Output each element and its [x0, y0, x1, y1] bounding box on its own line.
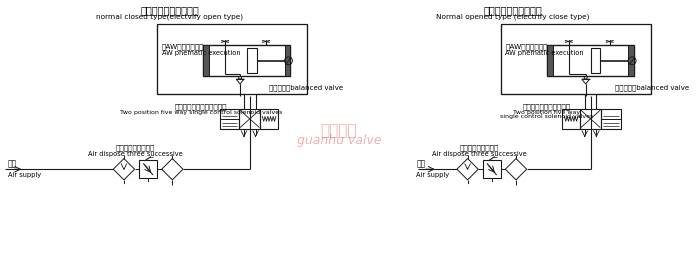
- Text: （AW气动执行器）: （AW气动执行器）: [162, 43, 204, 49]
- Text: 常开式（通电切断型）: 常开式（通电切断型）: [484, 6, 542, 16]
- Text: Air dispose three successive: Air dispose three successive: [88, 151, 183, 157]
- Text: （AW气动执行器）: （AW气动执行器）: [505, 43, 548, 49]
- Bar: [563, 109, 580, 128]
- Bar: [547, 45, 553, 76]
- Bar: [260, 109, 278, 128]
- Bar: [580, 109, 601, 128]
- Text: 气源: 气源: [8, 159, 17, 168]
- Bar: [285, 45, 290, 76]
- Text: AW pnematic execution: AW pnematic execution: [505, 50, 584, 56]
- Text: （气源处理三联件）: （气源处理三联件）: [116, 145, 155, 151]
- Text: 常闭式（通电开启型）: 常闭式（通电开启型）: [140, 6, 199, 16]
- Text: AW pnematic execution: AW pnematic execution: [162, 50, 240, 56]
- Bar: [220, 109, 239, 128]
- Text: 川沪阀门: 川沪阀门: [321, 123, 357, 138]
- Bar: [500, 24, 650, 94]
- Text: （平衡阀）balanced valve: （平衡阀）balanced valve: [615, 85, 689, 91]
- Text: guanhu valve: guanhu valve: [297, 134, 381, 147]
- Text: （二位五通单控电磁阀）: （二位五通单控电磁阀）: [523, 103, 571, 110]
- Bar: [547, 45, 634, 76]
- Text: 气源: 气源: [416, 159, 426, 168]
- Bar: [139, 160, 157, 178]
- Text: Air dispose three successive: Air dispose three successive: [432, 151, 526, 157]
- Bar: [203, 45, 290, 76]
- Bar: [629, 45, 634, 76]
- Bar: [591, 48, 600, 73]
- Text: Air supply: Air supply: [416, 172, 449, 178]
- Bar: [247, 48, 256, 73]
- Text: （二位五通单电控电磁阀）: （二位五通单电控电磁阀）: [175, 103, 228, 110]
- Text: Air supply: Air supply: [8, 172, 41, 178]
- Bar: [601, 109, 621, 128]
- Text: Two position five way: Two position five way: [513, 110, 580, 115]
- Text: （平衡阀）balanced valve: （平衡阀）balanced valve: [269, 85, 343, 91]
- Text: Two position five way single control solenoid valves: Two position five way single control sol…: [120, 110, 283, 115]
- Text: single control solenoid valves: single control solenoid valves: [500, 115, 594, 120]
- Bar: [157, 24, 307, 94]
- Bar: [239, 109, 260, 128]
- Text: （气源处理三联件）: （气源处理三联件）: [459, 145, 499, 151]
- Bar: [483, 160, 500, 178]
- Text: Normal opened type (electrify close type): Normal opened type (electrify close type…: [436, 14, 590, 21]
- Text: normal closed type(electvify open type): normal closed type(electvify open type): [96, 14, 243, 21]
- Bar: [203, 45, 209, 76]
